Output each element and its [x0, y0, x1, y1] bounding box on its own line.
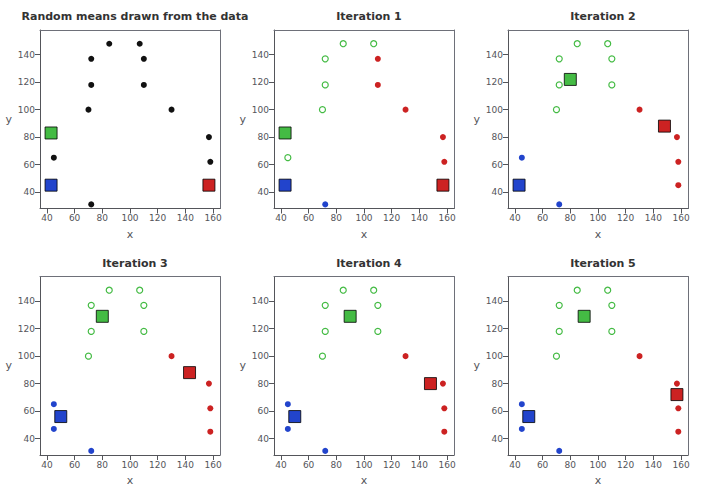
svg-text:40: 40	[41, 460, 53, 470]
svg-text:y: y	[5, 359, 12, 372]
svg-text:40: 40	[258, 187, 270, 197]
svg-text:80: 80	[97, 460, 109, 470]
svg-text:140: 140	[645, 213, 662, 223]
svg-text:x: x	[361, 228, 368, 241]
svg-text:40: 40	[492, 187, 504, 197]
svg-text:40: 40	[492, 434, 504, 444]
svg-text:40: 40	[24, 187, 36, 197]
svg-text:Iteration 2: Iteration 2	[570, 10, 636, 23]
svg-text:140: 140	[18, 50, 35, 60]
svg-text:y: y	[5, 113, 12, 126]
svg-text:60: 60	[537, 460, 549, 470]
svg-text:80: 80	[24, 379, 36, 389]
svg-text:120: 120	[383, 213, 400, 223]
svg-text:60: 60	[303, 460, 315, 470]
svg-text:60: 60	[258, 406, 270, 416]
svg-text:140: 140	[252, 296, 269, 306]
svg-text:40: 40	[258, 434, 270, 444]
svg-text:140: 140	[18, 296, 35, 306]
svg-text:Iteration 4: Iteration 4	[336, 257, 402, 270]
svg-text:Iteration 3: Iteration 3	[102, 257, 168, 270]
svg-text:60: 60	[24, 406, 36, 416]
svg-text:x: x	[127, 474, 134, 487]
svg-text:y: y	[239, 359, 246, 372]
svg-text:y: y	[473, 113, 480, 126]
svg-text:60: 60	[303, 213, 315, 223]
svg-text:120: 120	[383, 460, 400, 470]
svg-text:60: 60	[69, 460, 81, 470]
svg-text:80: 80	[97, 213, 109, 223]
svg-text:x: x	[127, 228, 134, 241]
svg-text:160: 160	[204, 213, 221, 223]
svg-text:100: 100	[486, 105, 503, 115]
svg-text:140: 140	[486, 50, 503, 60]
svg-text:120: 120	[617, 213, 634, 223]
svg-text:100: 100	[121, 213, 138, 223]
svg-text:80: 80	[258, 379, 270, 389]
svg-text:120: 120	[252, 77, 269, 87]
svg-text:60: 60	[69, 213, 81, 223]
svg-text:140: 140	[486, 296, 503, 306]
svg-text:100: 100	[589, 460, 606, 470]
svg-text:60: 60	[492, 406, 504, 416]
svg-text:100: 100	[355, 460, 372, 470]
svg-text:x: x	[595, 474, 602, 487]
svg-text:140: 140	[645, 460, 662, 470]
svg-text:120: 120	[18, 324, 35, 334]
svg-text:120: 120	[252, 324, 269, 334]
svg-text:x: x	[361, 474, 368, 487]
svg-text:120: 120	[149, 460, 166, 470]
svg-text:Iteration 5: Iteration 5	[570, 257, 636, 270]
svg-text:x: x	[595, 228, 602, 241]
svg-text:120: 120	[486, 324, 503, 334]
svg-text:Random means drawn from the da: Random means drawn from the data	[22, 10, 249, 23]
svg-text:60: 60	[258, 160, 270, 170]
svg-text:100: 100	[589, 213, 606, 223]
svg-text:100: 100	[355, 213, 372, 223]
svg-text:40: 40	[275, 213, 287, 223]
svg-text:140: 140	[411, 460, 428, 470]
svg-text:80: 80	[492, 132, 504, 142]
svg-text:100: 100	[18, 105, 35, 115]
svg-text:160: 160	[672, 460, 689, 470]
svg-text:80: 80	[24, 132, 36, 142]
svg-text:40: 40	[275, 460, 287, 470]
svg-text:160: 160	[438, 213, 455, 223]
svg-text:80: 80	[492, 379, 504, 389]
svg-text:120: 120	[18, 77, 35, 87]
svg-text:y: y	[239, 113, 246, 126]
svg-text:80: 80	[565, 213, 577, 223]
svg-text:80: 80	[331, 460, 343, 470]
svg-text:40: 40	[24, 434, 36, 444]
svg-text:120: 120	[149, 213, 166, 223]
svg-text:140: 140	[177, 213, 194, 223]
svg-text:40: 40	[41, 213, 53, 223]
svg-text:140: 140	[411, 213, 428, 223]
svg-text:60: 60	[537, 213, 549, 223]
svg-text:80: 80	[331, 213, 343, 223]
svg-text:140: 140	[177, 460, 194, 470]
svg-text:100: 100	[486, 351, 503, 361]
svg-text:80: 80	[258, 132, 270, 142]
svg-text:160: 160	[438, 460, 455, 470]
svg-text:60: 60	[492, 160, 504, 170]
svg-text:40: 40	[509, 460, 521, 470]
svg-text:140: 140	[252, 50, 269, 60]
svg-text:100: 100	[121, 460, 138, 470]
svg-text:60: 60	[24, 160, 36, 170]
svg-text:100: 100	[252, 351, 269, 361]
svg-text:100: 100	[18, 351, 35, 361]
svg-text:120: 120	[617, 460, 634, 470]
svg-text:y: y	[473, 359, 480, 372]
svg-text:Iteration 1: Iteration 1	[336, 10, 402, 23]
svg-text:160: 160	[672, 213, 689, 223]
svg-text:100: 100	[252, 105, 269, 115]
svg-text:40: 40	[509, 213, 521, 223]
svg-text:120: 120	[486, 77, 503, 87]
svg-text:160: 160	[204, 460, 221, 470]
svg-text:80: 80	[565, 460, 577, 470]
